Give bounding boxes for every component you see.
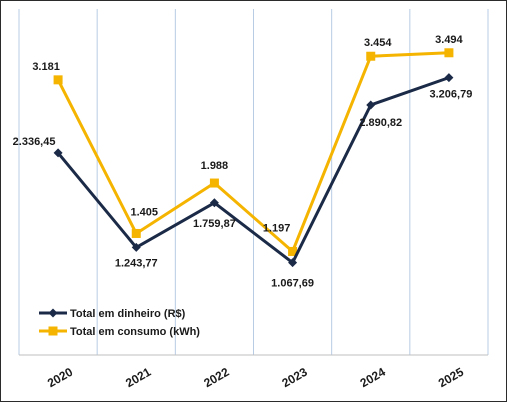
data-label-consumption: 1.988 — [201, 160, 229, 172]
data-label-money: 1.243,77 — [115, 257, 158, 269]
legend-entry-money: Total em dinheiro (R$) — [39, 308, 186, 320]
data-label-money: 3.206,79 — [430, 89, 473, 101]
data-label-consumption: 1.197 — [263, 222, 291, 234]
legend-entry-consumption: Total em consumo (kWh) — [39, 326, 200, 338]
x-tick-label: 2023 — [280, 365, 310, 391]
vertical-gridlines — [18, 9, 489, 355]
data-label-money: 1.067,69 — [271, 278, 314, 290]
x-tick-label: 2021 — [123, 365, 153, 391]
x-tick-label: 2024 — [358, 365, 388, 391]
data-point-money — [131, 242, 141, 252]
data-label-money: 2.890,82 — [359, 117, 402, 129]
x-axis-ticks: 2020 2021 2022 2023 2024 2025 — [45, 365, 466, 391]
data-point-money — [366, 100, 376, 110]
data-point-money — [444, 73, 454, 83]
series-layer — [53, 48, 454, 268]
data-point-consumption — [444, 48, 454, 58]
data-label-consumption: 3.494 — [435, 34, 463, 46]
series-line-money — [56, 76, 450, 265]
data-point-money — [209, 198, 219, 208]
data-label-money: 1.759,87 — [193, 218, 236, 230]
legend-label-consumption: Total em consumo (kWh) — [70, 326, 200, 338]
data-point-consumption — [209, 178, 219, 188]
data-label-consumption: 3.181 — [32, 61, 60, 73]
x-tick-label: 2022 — [201, 365, 231, 391]
data-label-money: 2.336,45 — [13, 136, 56, 148]
data-point-money — [288, 258, 298, 268]
data-point-consumption — [53, 75, 63, 85]
legend-label-money: Total em dinheiro (R$) — [70, 308, 186, 320]
data-label-consumption: 3.454 — [364, 37, 392, 49]
x-tick-label: 2025 — [436, 365, 466, 391]
data-point-consumption — [366, 51, 376, 61]
data-label-consumption: 1.405 — [130, 206, 158, 218]
data-point-consumption — [131, 228, 141, 238]
data-point-money — [53, 148, 63, 158]
legend-marker-consumption — [48, 326, 58, 336]
data-labels: 3.181 1.405 1.988 1.197 3.454 3.494 2.336,45 1.… — [13, 34, 473, 290]
x-tick-label: 2020 — [45, 365, 75, 391]
legend: Total em dinheiro (R$) Total em consumo … — [39, 308, 200, 338]
legend-marker-money — [48, 308, 58, 318]
series-line-consumption — [56, 51, 449, 254]
data-point-consumption — [288, 246, 298, 256]
